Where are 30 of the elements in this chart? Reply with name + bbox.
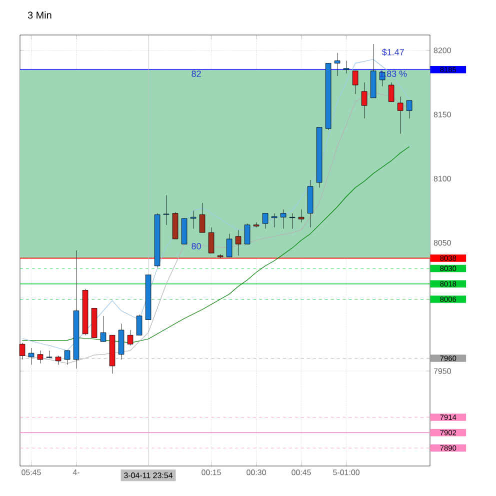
annotation: 80 [192, 243, 201, 250]
candlestick [289, 213, 296, 229]
candlestick [280, 209, 286, 229]
candlestick [361, 82, 368, 119]
candlestick [136, 314, 142, 336]
candlestick [235, 230, 242, 256]
candlestick [64, 350, 70, 365]
candlestick [352, 70, 358, 94]
candlestick [406, 100, 412, 119]
candlestick [226, 234, 232, 258]
candlestick [343, 60, 350, 74]
candlestick [100, 316, 106, 342]
candlestick [262, 213, 268, 229]
annotation: 82 [192, 70, 201, 77]
candlestick [334, 52, 340, 76]
candlestick [127, 330, 134, 346]
candlestick [199, 202, 206, 233]
chart-title: 3 Min [28, 11, 52, 19]
candlestick [208, 227, 214, 254]
candlestick [190, 210, 196, 229]
candlestick [46, 350, 52, 358]
candlestick [244, 223, 250, 244]
candlestick [28, 348, 34, 365]
candlestick [37, 350, 44, 364]
candlestick [397, 96, 404, 134]
candlestick [298, 209, 304, 222]
candlestick [271, 213, 278, 228]
candlestick [163, 195, 170, 226]
annotation: $1.47 [382, 48, 404, 56]
candlestick [388, 82, 394, 102]
